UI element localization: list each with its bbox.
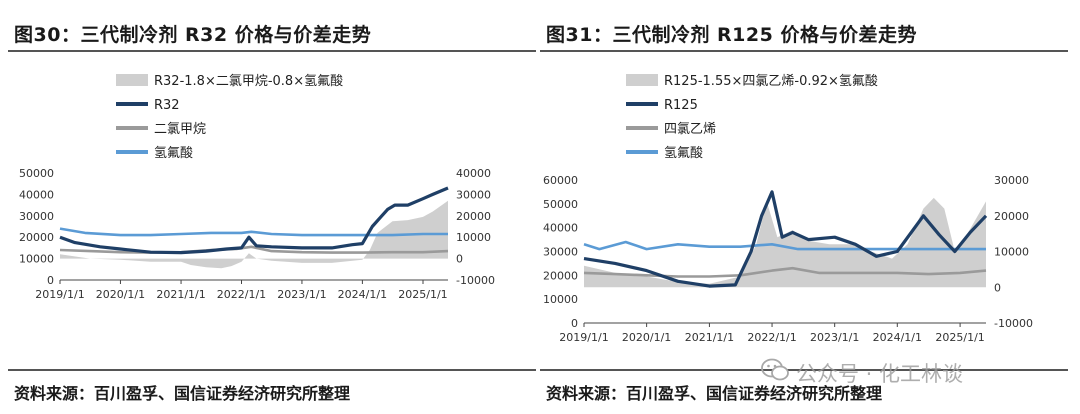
legend-label: 氢氟酸 <box>664 146 703 161</box>
chart-title: 图30：三代制冷剂 R32 价格与价差走势 <box>14 24 372 46</box>
y-left-tick-label: 10000 <box>19 253 54 266</box>
y-left-tick-label: 20000 <box>19 231 54 244</box>
y-left-tick-label: 0 <box>571 317 578 330</box>
source-note: 资料来源：百川盈孚、国信证券经济研究所整理 <box>546 384 883 403</box>
y-left-tick-label: 40000 <box>543 222 578 235</box>
legend-label: R125 <box>664 98 698 113</box>
x-tick-label: 2024/1/1 <box>873 331 922 344</box>
y-left-tick-label: 40000 <box>19 188 54 201</box>
y-left-tick-label: 20000 <box>543 269 578 282</box>
x-tick-label: 2023/1/1 <box>810 331 859 344</box>
chart-panel-r125: 图31：三代制冷剂 R125 价格与价差走势 R125-1.55×四氯乙烯-0.… <box>540 0 1068 414</box>
x-tick-label: 2022/1/1 <box>217 288 266 301</box>
series-line <box>583 240 986 251</box>
spread-area <box>584 197 986 288</box>
chart-title: 图31：三代制冷剂 R125 价格与价差走势 <box>546 24 917 46</box>
y-right-tick-label: 40000 <box>456 167 491 180</box>
y-right-tick-label: 20000 <box>994 210 1029 223</box>
legend-label: 氢氟酸 <box>154 146 193 161</box>
series-line <box>583 190 988 288</box>
chart-panel-r32: 图30：三代制冷剂 R32 价格与价差走势 R32-1.8×二氯甲烷-0.8×氢… <box>8 0 536 414</box>
x-tick-label: 2020/1/1 <box>622 331 671 344</box>
watermark-text: 公众号 · 化工林谈 <box>796 362 964 386</box>
y-right-tick-label: 10000 <box>994 246 1029 259</box>
y-left-tick-label: 30000 <box>543 246 578 259</box>
series-line <box>59 245 449 254</box>
x-tick-label: 2025/1/1 <box>935 331 984 344</box>
y-left-tick-label: 10000 <box>543 293 578 306</box>
title-rule <box>8 50 536 52</box>
legend-label: R32-1.8×二氯甲烷-0.8×氢氟酸 <box>154 74 343 89</box>
x-tick-label: 2023/1/1 <box>277 288 326 301</box>
legend-label: 二氯甲烷 <box>154 122 206 137</box>
y-right-tick-label: 10000 <box>456 231 491 244</box>
y-right-tick-label: 20000 <box>456 210 491 223</box>
y-right-tick-label: -10000 <box>456 274 495 287</box>
legend-swatch <box>116 74 148 86</box>
y-right-tick-label: 30000 <box>994 174 1029 187</box>
x-tick-label: 2020/1/1 <box>96 288 145 301</box>
legend-label: R125-1.55×四氯乙烯-0.92×氢氟酸 <box>664 74 878 89</box>
legend-label: 四氯乙烯 <box>664 122 716 137</box>
y-left-tick-label: 60000 <box>543 174 578 187</box>
series-line <box>59 227 448 237</box>
x-tick-label: 2025/1/1 <box>398 288 447 301</box>
legend-swatch <box>626 74 658 86</box>
y-left-tick-label: 50000 <box>19 167 54 180</box>
x-tick-label: 2019/1/1 <box>559 331 608 344</box>
source-note: 资料来源：百川盈孚、国信证券经济研究所整理 <box>14 384 351 403</box>
x-tick-label: 2021/1/1 <box>156 288 205 301</box>
y-right-tick-label: 30000 <box>456 188 491 201</box>
x-tick-label: 2019/1/1 <box>35 288 84 301</box>
y-right-tick-label: 0 <box>994 281 1001 294</box>
title-rule <box>540 50 1068 52</box>
source-rule <box>540 369 1068 371</box>
y-left-tick-label: 50000 <box>543 198 578 211</box>
y-right-tick-label: 0 <box>456 253 463 266</box>
y-left-tick-label: 30000 <box>19 210 54 223</box>
x-tick-label: 2024/1/1 <box>338 288 387 301</box>
source-rule <box>8 369 536 371</box>
y-left-tick-label: 0 <box>47 274 54 287</box>
y-right-tick-label: -10000 <box>994 317 1033 330</box>
x-tick-label: 2021/1/1 <box>685 331 734 344</box>
series-line <box>59 186 449 255</box>
legend-label: R32 <box>154 98 180 113</box>
x-tick-label: 2022/1/1 <box>747 331 796 344</box>
wechat-icon <box>761 358 789 381</box>
